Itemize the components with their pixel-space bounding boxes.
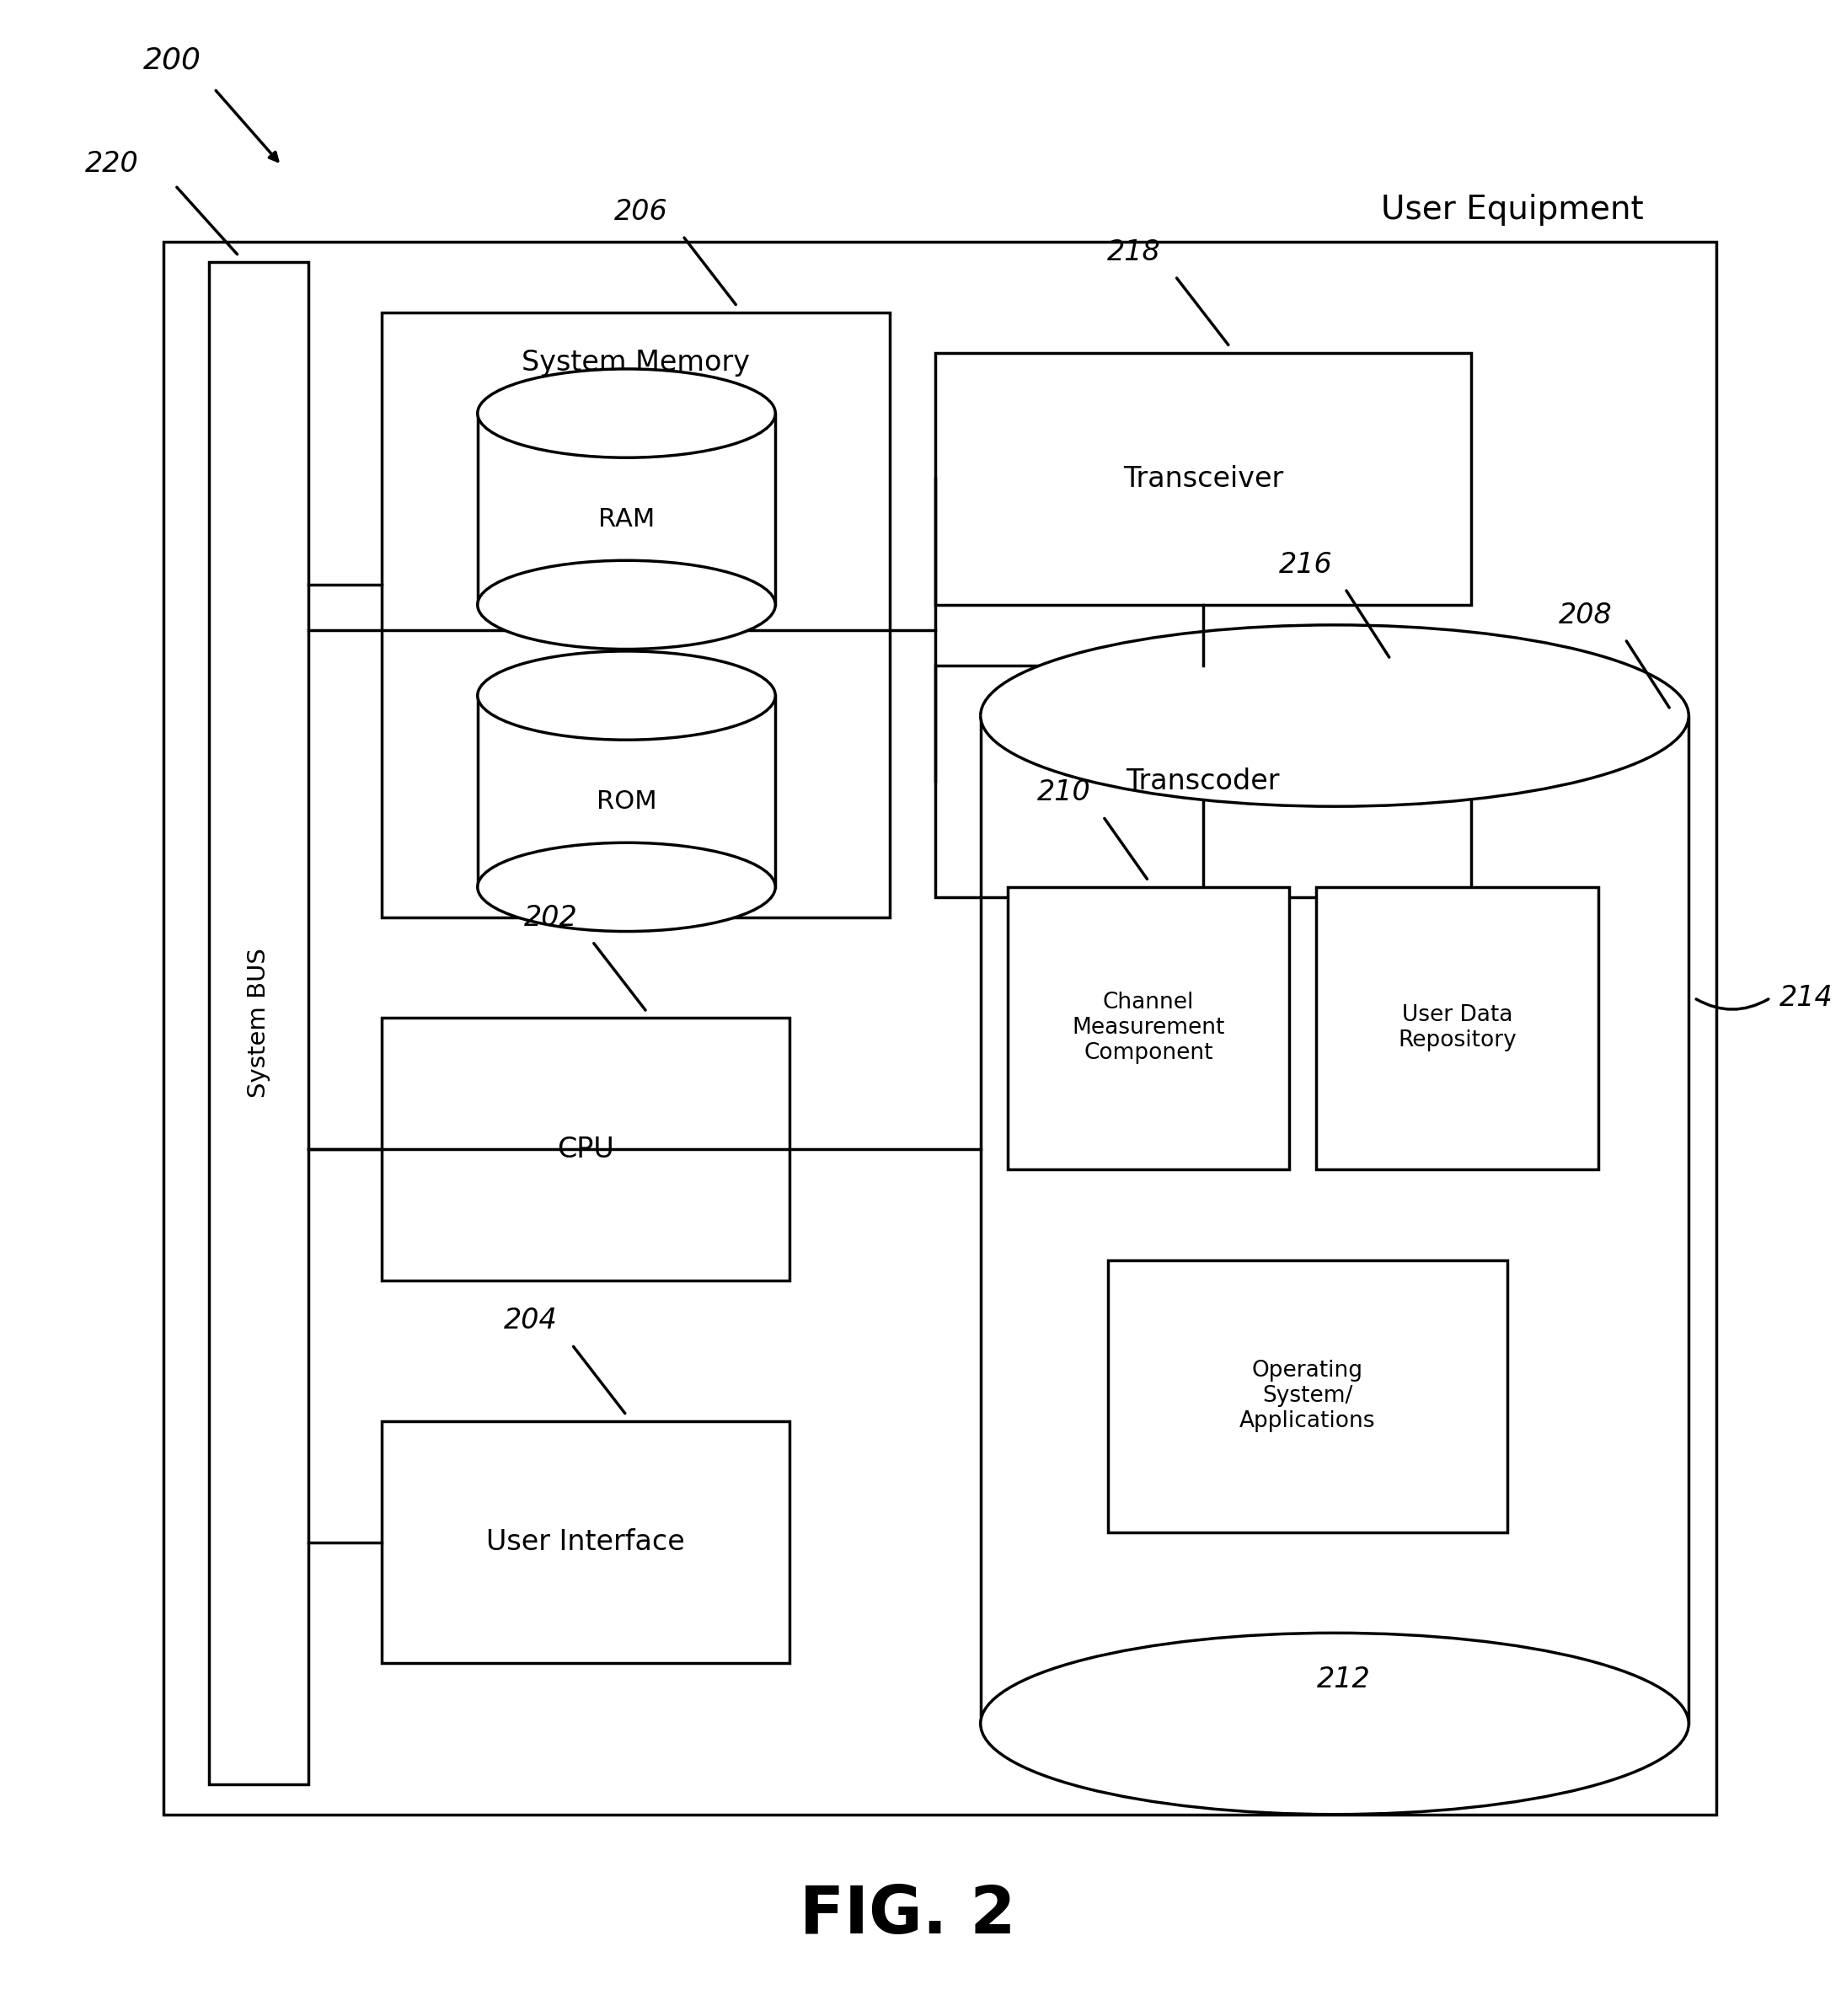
Text: User Data
Repository: User Data Repository bbox=[1397, 1004, 1517, 1052]
Text: 208: 208 bbox=[1559, 601, 1613, 629]
Polygon shape bbox=[477, 696, 775, 887]
Text: RAM: RAM bbox=[598, 506, 655, 532]
Text: 206: 206 bbox=[615, 198, 668, 226]
Text: 204: 204 bbox=[504, 1306, 558, 1335]
Polygon shape bbox=[981, 716, 1688, 1724]
Ellipse shape bbox=[477, 369, 775, 458]
Text: 210: 210 bbox=[1036, 778, 1090, 806]
Bar bbox=[1007, 887, 1289, 1169]
Text: Operating
System/
Applications: Operating System/ Applications bbox=[1239, 1361, 1375, 1431]
Text: User Interface: User Interface bbox=[486, 1528, 685, 1556]
Bar bbox=[381, 1421, 790, 1663]
Bar bbox=[381, 312, 889, 917]
Ellipse shape bbox=[477, 651, 775, 740]
Text: Transceiver: Transceiver bbox=[1123, 466, 1283, 492]
Text: 216: 216 bbox=[1279, 550, 1333, 579]
Bar bbox=[935, 353, 1471, 605]
Bar bbox=[381, 1018, 790, 1280]
Text: 212: 212 bbox=[1316, 1665, 1370, 1693]
Bar bbox=[208, 262, 309, 1784]
Text: 200: 200 bbox=[144, 46, 201, 75]
Text: Channel
Measurement
Component: Channel Measurement Component bbox=[1071, 992, 1224, 1064]
Text: 202: 202 bbox=[525, 903, 578, 931]
Text: CPU: CPU bbox=[558, 1135, 615, 1163]
Bar bbox=[164, 242, 1716, 1814]
Bar bbox=[1108, 1260, 1508, 1532]
Text: System BUS: System BUS bbox=[247, 948, 271, 1099]
Text: 218: 218 bbox=[1106, 238, 1162, 266]
Text: 220: 220 bbox=[85, 149, 138, 177]
Bar bbox=[1316, 887, 1598, 1169]
Ellipse shape bbox=[477, 560, 775, 649]
Text: 214: 214 bbox=[1780, 984, 1834, 1012]
Text: System Memory: System Memory bbox=[521, 349, 749, 377]
Text: Transcoder: Transcoder bbox=[1127, 768, 1279, 794]
Polygon shape bbox=[477, 413, 775, 605]
Ellipse shape bbox=[981, 1633, 1688, 1814]
Text: ROM: ROM bbox=[596, 788, 657, 814]
Ellipse shape bbox=[477, 843, 775, 931]
Bar bbox=[935, 665, 1471, 897]
Ellipse shape bbox=[981, 625, 1688, 806]
Text: FIG. 2: FIG. 2 bbox=[799, 1883, 1016, 1947]
Text: User Equipment: User Equipment bbox=[1381, 194, 1644, 226]
